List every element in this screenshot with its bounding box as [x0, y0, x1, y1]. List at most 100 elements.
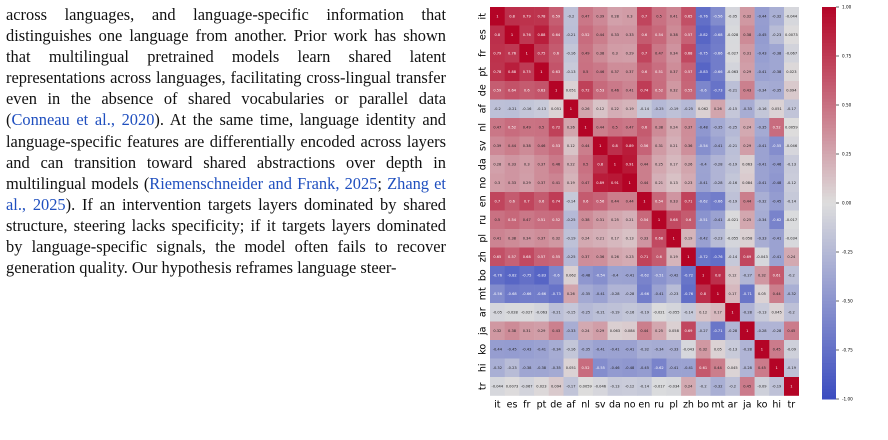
cell-value-label: 0.76 [508, 52, 517, 56]
heatmap-cell [622, 340, 638, 359]
heatmap-cell [769, 99, 785, 119]
heatmap-cell [534, 136, 550, 156]
heatmap-cell [754, 118, 770, 137]
cell-value-label: 0.52 [508, 126, 516, 130]
heatmap-cell [651, 7, 667, 26]
colorbar-segment [822, 372, 836, 377]
y-tick-label: hi [478, 363, 489, 372]
cell-value-label: 0.25 [611, 218, 619, 222]
cell-value-label: -0.21 [728, 89, 737, 93]
cell-value-label: 0.7 [494, 200, 500, 204]
heatmap-cell [519, 7, 535, 26]
heatmap-cell [490, 81, 505, 100]
cell-value-label: 0.8 [494, 33, 500, 37]
cell-value-label: 0.17 [714, 311, 722, 315]
cell-value-label: -0.33 [669, 348, 678, 352]
heatmap-cell [725, 62, 741, 82]
cell-value-label: 0.47 [582, 181, 590, 185]
cell-value-label: 0.43 [743, 89, 751, 93]
heatmap-cell [681, 25, 697, 45]
cell-value-label: 0.39 [596, 15, 605, 19]
heatmap-cell [563, 99, 579, 119]
cell-value-label: -0.41 [757, 181, 766, 185]
cell-value-label: 0.6 [641, 33, 647, 37]
heatmap-cell [637, 321, 652, 341]
cell-value-label: 0.26 [567, 292, 576, 296]
cell-value-label: -0.62 [654, 366, 663, 370]
y-tick-label: ko [478, 344, 489, 355]
heatmap-cell [695, 81, 711, 100]
heatmap-cell [681, 62, 697, 82]
heatmap-cell [563, 377, 579, 396]
heatmap-cell [784, 340, 799, 359]
cell-value-label: 0.32 [699, 348, 707, 352]
heatmap-cell [563, 247, 579, 267]
colorbar-segment [822, 310, 836, 315]
heatmap-cell [637, 210, 652, 230]
heatmap-cell [490, 303, 505, 322]
heatmap-cell [622, 81, 638, 100]
heatmap-cell [695, 25, 711, 45]
cell-value-label: 0.26 [582, 107, 591, 111]
heatmap-cell [784, 284, 799, 304]
cell-value-label: 0.57 [684, 33, 692, 37]
cell-value-label: 0.65 [684, 15, 692, 19]
heatmap-cell [592, 173, 608, 193]
heatmap-cell [769, 118, 785, 137]
colorbar-segment [822, 199, 836, 204]
heatmap-cell [548, 266, 564, 285]
heatmap-cell [563, 303, 579, 322]
citation-link[interactable]: Conneau et al., 2020 [11, 110, 155, 130]
cell-value-label: -0.73 [551, 292, 560, 296]
colorbar-segment [822, 23, 836, 28]
heatmap-cell [534, 210, 550, 230]
cell-value-label: 0.68 [523, 255, 532, 259]
cell-value-label: -0.35 [757, 126, 766, 130]
colorbar-segment [822, 281, 836, 286]
cell-value-label: 0.46 [537, 144, 546, 148]
heatmap-cell [651, 44, 667, 63]
cell-value-label: 0.57 [537, 255, 545, 259]
heatmap-cell [725, 321, 741, 341]
colorbar-segment [822, 356, 836, 361]
colorbar-segment [822, 170, 836, 175]
heatmap-cell [534, 25, 550, 45]
heatmap-cell [534, 192, 550, 211]
cell-value-label: 0.6 [583, 200, 589, 204]
cell-value-label: -0.12 [787, 181, 796, 185]
heatmap-cell [739, 266, 755, 285]
heatmap-cell [592, 210, 608, 230]
cell-value-label: 0.29 [523, 181, 532, 185]
cell-value-label: -0.21 [507, 107, 516, 111]
colorbar-segment [822, 252, 836, 256]
cell-value-label: 0.094 [551, 385, 562, 389]
cell-value-label: 0.44 [640, 163, 649, 167]
cell-value-label: 0.023 [786, 70, 796, 74]
cell-value-label: 0.32 [552, 237, 560, 241]
cell-value-label: -0.027 [727, 52, 739, 56]
cell-value-label: -0.41 [596, 292, 605, 296]
cell-value-label: 0.084 [625, 329, 636, 333]
colorbar-segment [822, 343, 836, 348]
cell-value-label: -0.41 [625, 274, 634, 278]
cell-value-label: -0.4 [700, 163, 708, 167]
colorbar-segment [822, 131, 836, 135]
heatmap-cell [651, 25, 667, 45]
heatmap-cell [651, 303, 667, 322]
colorbar-segment [822, 212, 836, 217]
citation-link[interactable]: Riemenschneider and Frank, 2025 [149, 173, 378, 193]
cell-value-label: -0.017 [786, 218, 798, 222]
heatmap-cell [607, 118, 623, 137]
cell-value-label: 1 [658, 218, 660, 222]
heatmap-cell [607, 266, 623, 285]
cell-value-label: 0.45 [787, 329, 795, 333]
heatmap-cell [754, 7, 770, 26]
cell-value-label: -0.23 [669, 292, 678, 296]
heatmap-cell [578, 44, 594, 63]
citation-link[interactable]: Zhang et al., 2025 [6, 173, 446, 214]
cell-value-label: 0.6 [509, 200, 515, 204]
heatmap-cell [622, 118, 638, 137]
heatmap-svg: 1 0.8 0.79 0.78 0.59 -0.2 0.47 0.39 0.28 0.3 0.7 0.… [478, 5, 854, 411]
cell-value-label: 1 [570, 107, 572, 111]
cell-value-label: 0.17 [611, 237, 619, 241]
